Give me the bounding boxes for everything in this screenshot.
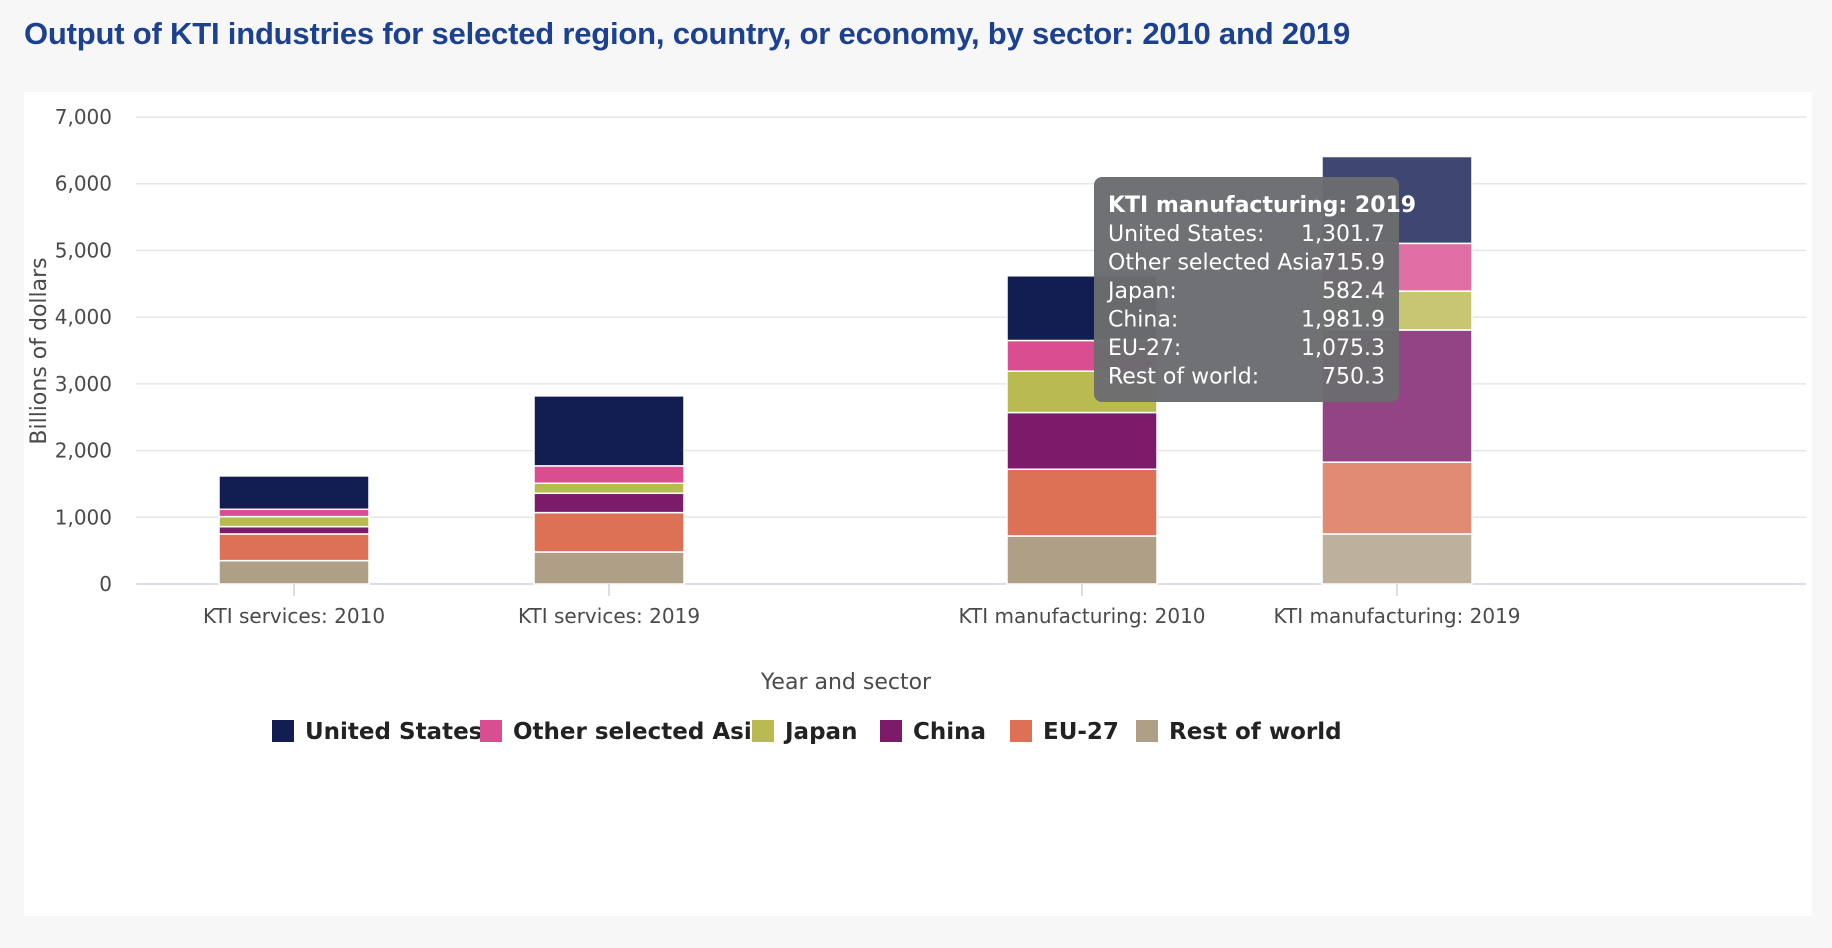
legend-swatch xyxy=(272,720,294,742)
legend-item[interactable]: China xyxy=(880,719,986,745)
legend-item[interactable]: Other selected Asia xyxy=(480,719,767,745)
legend-swatch xyxy=(1010,720,1032,742)
bar-segment[interactable] xyxy=(218,559,370,585)
x-axis-title: Year and sector xyxy=(760,670,932,695)
y-tick-label: 2,000 xyxy=(55,439,112,463)
tooltip-row-label: Rest of world: xyxy=(1108,365,1259,390)
legend-label: China xyxy=(913,719,986,745)
tooltip-row-value: 1,981.9 xyxy=(1301,308,1385,333)
tooltip-row-label: EU-27: xyxy=(1108,336,1181,361)
tooltip-row-value: 1,075.3 xyxy=(1301,336,1385,361)
x-tick-label: KTI manufacturing: 2010 xyxy=(958,604,1205,628)
legend-item[interactable]: United States xyxy=(272,719,482,745)
x-tick-label: KTI services: 2010 xyxy=(203,604,385,628)
legend-label: EU-27 xyxy=(1043,719,1119,745)
tooltip-row-value: 1,301.7 xyxy=(1301,222,1385,247)
legend-label: United States xyxy=(305,719,482,745)
y-tick-label: 5,000 xyxy=(55,238,112,262)
tooltip-row-label: United States: xyxy=(1108,222,1264,247)
legend-item[interactable]: Japan xyxy=(752,719,857,745)
bar-segment[interactable] xyxy=(533,395,685,467)
tooltip-row-label: China: xyxy=(1108,308,1178,333)
legend-item[interactable]: Rest of world xyxy=(1136,719,1342,745)
y-tick-label: 3,000 xyxy=(55,372,112,396)
chart-panel: 0 1,000 2,000 3,000 4,000 5,000 6,000 7,000 Bill… xyxy=(24,92,1812,916)
bar-segment[interactable] xyxy=(218,508,370,518)
tooltip-row-value: 582.4 xyxy=(1322,279,1385,304)
stacked-bar-chart: 0 1,000 2,000 3,000 4,000 5,000 6,000 7,000 Bill… xyxy=(27,105,1806,745)
legend-swatch xyxy=(880,720,902,742)
tooltip-box xyxy=(1094,177,1399,402)
bar-segment[interactable] xyxy=(533,482,685,495)
bar-segment[interactable] xyxy=(1321,533,1473,585)
legend-swatch xyxy=(480,720,502,742)
bar-segment[interactable] xyxy=(218,475,370,511)
x-tick-label: KTI services: 2019 xyxy=(518,604,700,628)
y-axis-title: Billions of dollars xyxy=(27,257,52,444)
tooltip-row-label: Other selected Asia: xyxy=(1108,251,1331,276)
y-tick-label: 4,000 xyxy=(55,305,112,329)
bar-segment[interactable] xyxy=(218,533,370,562)
legend-label: Japan xyxy=(783,719,857,745)
legend-label: Other selected Asia xyxy=(513,719,767,745)
legend-swatch xyxy=(752,720,774,742)
tooltip-row-value: 715.9 xyxy=(1322,251,1385,276)
bar-segment[interactable] xyxy=(1006,468,1158,537)
bar-segment[interactable] xyxy=(533,492,685,514)
bar-segment[interactable] xyxy=(533,511,685,553)
y-tick-label: 6,000 xyxy=(55,172,112,196)
y-tick-label: 1,000 xyxy=(55,505,112,529)
legend-item[interactable]: EU-27 xyxy=(1010,719,1119,745)
y-tick-label: 7,000 xyxy=(55,105,112,129)
page-title: Output of KTI industries for selected re… xyxy=(24,16,1351,51)
legend-swatch xyxy=(1136,720,1158,742)
bar-segment[interactable] xyxy=(1006,411,1158,471)
bar-segment[interactable] xyxy=(1006,535,1158,585)
legend-label: Rest of world xyxy=(1169,719,1342,745)
bar-segment[interactable] xyxy=(1321,461,1473,535)
tooltip-row-value: 750.3 xyxy=(1322,365,1385,390)
bar-segment[interactable] xyxy=(533,551,685,585)
tooltip-row-label: Japan: xyxy=(1106,279,1177,304)
bar-segment[interactable] xyxy=(533,465,685,485)
y-tick-label: 0 xyxy=(99,572,112,596)
x-tick-label: KTI manufacturing: 2019 xyxy=(1273,604,1520,628)
bar-segment[interactable] xyxy=(218,525,370,535)
bar-segment[interactable] xyxy=(218,515,370,528)
tooltip-title: KTI manufacturing: 2019 xyxy=(1108,193,1416,218)
chart-tooltip: KTI manufacturing: 2019 United States: 1,3… xyxy=(1094,177,1416,402)
